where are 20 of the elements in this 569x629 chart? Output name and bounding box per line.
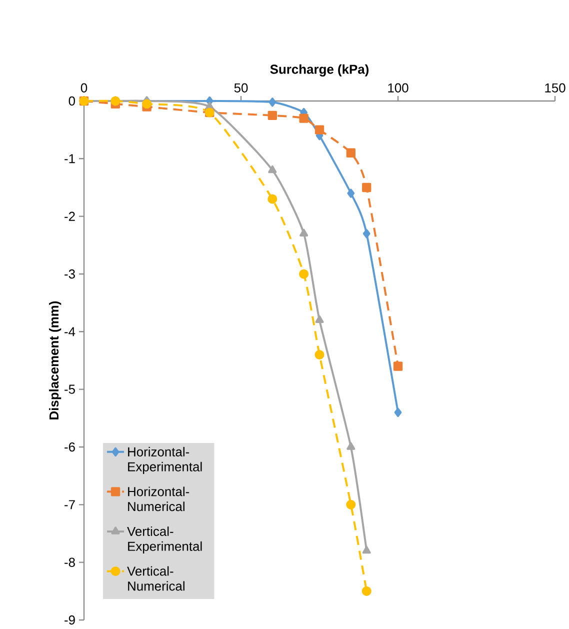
y-tick-label: -1 <box>64 154 75 164</box>
legend-label: Horizontal-Experimental <box>128 446 202 474</box>
y-tick-label: -6 <box>64 442 75 452</box>
y-tick-label: 0 <box>68 96 75 106</box>
y-tick-label: -8 <box>64 558 75 567</box>
y-tick-label: -9 <box>64 615 75 625</box>
x-tick-label: 100 <box>388 83 408 92</box>
x-tick-label: 150 <box>545 83 566 92</box>
legend-label: Horizontal-Numerical <box>128 486 189 512</box>
legend-label: Vertical-Experimental <box>127 526 202 554</box>
y-tick-label: -7 <box>64 500 75 510</box>
x-axis-title: Surcharge (kPa) <box>270 64 368 76</box>
y-tick-label: -5 <box>64 384 75 394</box>
y-tick-label: -3 <box>64 269 75 279</box>
y-tick-label: -2 <box>64 212 75 221</box>
y-axis-title: Displacement (mm) <box>48 301 62 420</box>
y-tick-label: -4 <box>64 327 76 336</box>
x-tick-label: 50 <box>234 83 248 92</box>
x-tick-label: 0 <box>80 83 88 92</box>
legend-label: Vertical-Numerical <box>127 566 184 591</box>
